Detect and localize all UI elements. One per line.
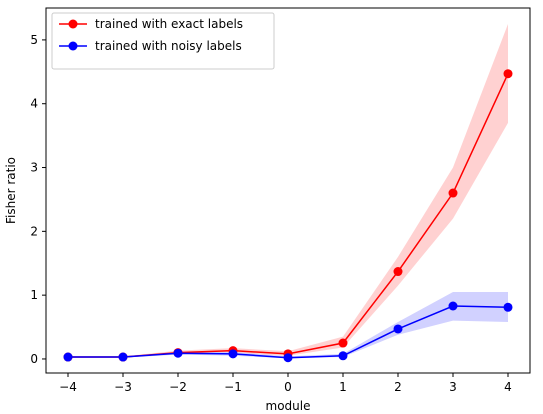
- x-tick-label-1: −3: [114, 380, 132, 394]
- x-tick-label-8: 4: [504, 380, 512, 394]
- legend: trained with exact labels trained with no…: [51, 12, 275, 70]
- point-series-2-7: [448, 301, 458, 311]
- x-axis-ticks: −4 −3 −2 −1 0 1 2 3 4: [59, 373, 512, 394]
- x-tick-label-6: 2: [394, 380, 402, 394]
- legend-box: [51, 12, 275, 70]
- point-series-1-8: [503, 69, 513, 79]
- point-series-1-6: [393, 267, 403, 277]
- point-series-2-8: [503, 302, 513, 312]
- x-tick-label-4: 0: [284, 380, 292, 394]
- x-tick-label-2: −2: [169, 380, 187, 394]
- y-axis-label: Fisher ratio: [4, 157, 18, 224]
- legend-marker-1: [68, 19, 78, 29]
- y-axis-ticks: 0 1 2 3 4 5: [30, 33, 46, 366]
- y-tick-label-4: 4: [30, 97, 38, 111]
- y-tick-label-1: 1: [30, 288, 38, 302]
- band-series-2: [68, 291, 508, 359]
- x-tick-label-0: −4: [59, 380, 77, 394]
- y-tick-label-5: 5: [30, 33, 38, 47]
- x-tick-label-3: −1: [224, 380, 242, 394]
- confidence-bands: [68, 23, 508, 359]
- point-series-2-2: [173, 348, 183, 358]
- legend-label-1: trained with exact labels: [95, 17, 243, 31]
- point-series-1-7: [448, 188, 458, 198]
- y-tick-label-0: 0: [30, 352, 38, 366]
- series-points: [63, 69, 513, 363]
- point-series-2-1: [118, 352, 128, 362]
- point-series-2-5: [338, 351, 348, 361]
- point-series-2-4: [283, 353, 293, 363]
- legend-marker-2: [68, 41, 78, 51]
- legend-label-2: trained with noisy labels: [95, 39, 242, 53]
- point-series-1-5: [338, 338, 348, 348]
- x-tick-label-5: 1: [339, 380, 347, 394]
- point-series-2-0: [63, 352, 73, 362]
- x-tick-label-7: 3: [449, 380, 457, 394]
- y-tick-label-2: 2: [30, 224, 38, 238]
- point-series-2-3: [228, 349, 238, 359]
- x-axis-label: module: [266, 399, 311, 413]
- point-series-2-6: [393, 324, 403, 334]
- y-tick-label-3: 3: [30, 161, 38, 175]
